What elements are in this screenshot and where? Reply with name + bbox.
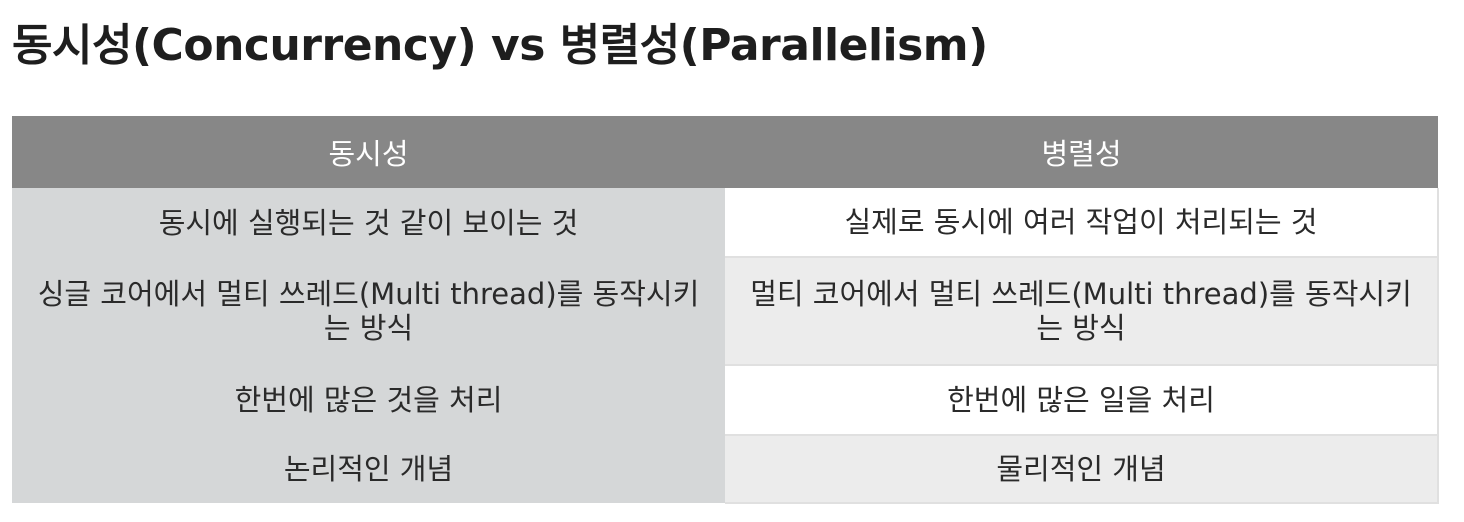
table-row: 논리적인 개념 물리적인 개념	[12, 435, 1439, 504]
header-concurrency: 동시성	[12, 116, 725, 188]
parallelism-cell: 실제로 동시에 여러 작업이 처리되는 것	[725, 188, 1439, 258]
concurrency-cell: 논리적인 개념	[12, 435, 725, 503]
parallelism-cell: 멀티 코어에서 멀티 쓰레드(Multi thread)를 동작시키는 방식	[725, 257, 1439, 366]
table-header-row: 동시성 병렬성	[12, 116, 1438, 188]
parallelism-cell: 한번에 많은 일을 처리	[725, 365, 1439, 436]
table-row: 동시에 실행되는 것 같이 보이는 것 실제로 동시에 여러 작업이 처리되는 …	[12, 188, 1439, 258]
parallelism-cell: 물리적인 개념	[725, 435, 1439, 504]
concurrency-cell: 동시에 실행되는 것 같이 보이는 것	[12, 188, 725, 257]
page-title: 동시성(Concurrency) vs 병렬성(Parallelism)	[12, 20, 988, 71]
comparison-table: 동시성 병렬성 동시에 실행되는 것 같이 보이는 것 실제로 동시에 여러 작…	[12, 116, 1439, 504]
concurrency-cell: 싱글 코어에서 멀티 쓰레드(Multi thread)를 동작시키는 방식	[12, 257, 725, 365]
concurrency-cell: 한번에 많은 것을 처리	[12, 365, 725, 435]
table-row: 싱글 코어에서 멀티 쓰레드(Multi thread)를 동작시키는 방식 멀…	[12, 257, 1439, 366]
header-parallelism: 병렬성	[725, 116, 1438, 188]
table-row: 한번에 많은 것을 처리 한번에 많은 일을 처리	[12, 365, 1439, 436]
